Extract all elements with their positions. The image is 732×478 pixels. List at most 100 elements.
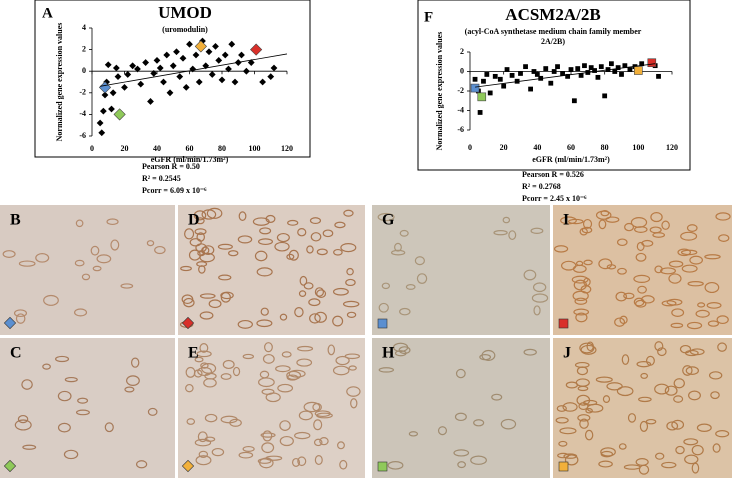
- tubule: [645, 355, 655, 366]
- point: [571, 98, 577, 104]
- tubule: [567, 218, 584, 225]
- point: [634, 66, 643, 75]
- tubule: [686, 321, 703, 330]
- point: [595, 74, 601, 80]
- point: [231, 78, 239, 86]
- tubule: [381, 282, 391, 290]
- tubule: [558, 440, 568, 447]
- tubule: [636, 360, 652, 368]
- tubule: [309, 217, 322, 225]
- tubule: [633, 274, 651, 284]
- point: [160, 78, 167, 86]
- tubule: [671, 419, 685, 430]
- tubule: [261, 388, 275, 395]
- tubule: [707, 320, 720, 327]
- tubule: [530, 227, 544, 234]
- y-tick-label: -2: [457, 86, 464, 95]
- tubule: [96, 254, 112, 264]
- tubule: [297, 228, 307, 237]
- tubule: [473, 419, 485, 427]
- tubule: [130, 357, 140, 368]
- point: [487, 90, 493, 96]
- point: [195, 78, 203, 86]
- tubule: [675, 445, 685, 455]
- stat-annotation: R² = 0.2545: [142, 174, 181, 183]
- tubule: [582, 218, 593, 229]
- x-tick-label: 0: [90, 144, 94, 153]
- panel-label: C: [10, 345, 22, 362]
- tubule: [220, 415, 238, 424]
- tubule: [189, 238, 202, 247]
- y-axis-title: Normalized gene expression values: [435, 32, 444, 151]
- tubule: [316, 248, 328, 256]
- point: [578, 73, 584, 78]
- panel-label: E: [188, 345, 199, 362]
- tubule: [57, 390, 72, 402]
- tubule: [262, 353, 275, 364]
- panel-marker: [3, 459, 17, 473]
- tubule: [346, 267, 354, 276]
- y-tick-label: 2: [460, 47, 464, 56]
- tubule: [208, 299, 222, 309]
- tubule: [75, 219, 84, 228]
- tubule: [600, 210, 610, 217]
- tubule: [222, 359, 235, 370]
- tubule: [21, 379, 33, 390]
- tubule: [332, 315, 344, 327]
- tubule: [55, 355, 70, 363]
- chart-frame: [34, 0, 311, 158]
- tubule: [218, 274, 232, 281]
- tubule: [716, 315, 729, 325]
- tubule: [635, 458, 649, 466]
- tubule: [201, 209, 217, 220]
- x-tick-label: 60: [186, 144, 194, 153]
- x-tick-label: 120: [281, 144, 293, 153]
- tubule: [260, 432, 276, 438]
- point: [602, 93, 608, 99]
- tubule: [13, 309, 28, 318]
- tubule: [18, 260, 36, 267]
- point: [182, 84, 190, 91]
- tubule: [405, 284, 416, 290]
- tubule: [639, 420, 649, 432]
- point: [124, 71, 132, 78]
- tubule: [668, 273, 682, 284]
- tubule: [310, 232, 322, 242]
- tubule: [531, 293, 549, 303]
- point: [112, 64, 120, 72]
- point: [270, 64, 278, 72]
- point: [169, 62, 177, 70]
- tubule: [673, 395, 684, 403]
- point: [560, 71, 565, 76]
- tubule: [332, 365, 350, 376]
- tubule: [668, 260, 684, 268]
- tubule: [274, 241, 290, 252]
- panel-label: G: [382, 212, 395, 229]
- tubule: [636, 241, 645, 252]
- tubule: [630, 216, 648, 228]
- tubule: [120, 283, 134, 289]
- tubule: [457, 461, 466, 469]
- tubule: [673, 378, 685, 389]
- point: [156, 64, 164, 72]
- panel-letter: A: [42, 5, 53, 21]
- x-tick-label: 0: [468, 143, 472, 152]
- micrograph: [0, 205, 175, 335]
- tubule: [508, 230, 517, 241]
- tubule: [670, 322, 684, 329]
- tubule: [614, 317, 626, 327]
- panel-marker: [181, 316, 195, 330]
- tubule: [297, 456, 307, 467]
- tubule: [577, 385, 589, 392]
- point: [531, 69, 537, 74]
- tubule: [281, 351, 292, 358]
- point: [497, 76, 503, 82]
- point: [656, 73, 661, 79]
- tubule: [252, 217, 270, 226]
- point: [250, 43, 263, 56]
- tubule: [718, 234, 730, 242]
- tubule: [309, 313, 321, 324]
- tubule: [523, 269, 537, 281]
- tubule: [686, 224, 698, 232]
- tubule: [238, 451, 254, 459]
